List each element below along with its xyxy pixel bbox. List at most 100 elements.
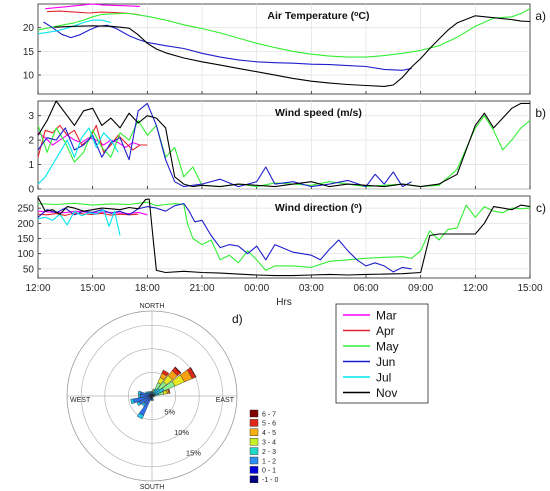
legend-box	[335, 303, 429, 404]
series-line-may	[37, 8, 531, 58]
sector-segment	[161, 369, 170, 377]
speed-swatch	[249, 447, 259, 455]
y-tick-label: 20	[23, 23, 35, 34]
sector-segment	[152, 388, 155, 391]
sector-segment	[138, 394, 141, 398]
legend-label: Jul	[376, 371, 391, 385]
x-tick-label: 15:00	[517, 283, 542, 294]
legend-label: Nov	[376, 386, 397, 400]
sector-segment	[152, 395, 155, 397]
speed-swatch	[249, 438, 259, 446]
x-tick-label: 12:00	[25, 283, 50, 294]
sector-segment	[167, 388, 171, 394]
y-tick-label: 0	[28, 185, 34, 196]
series-line-nov	[54, 15, 531, 87]
series-line-mar	[45, 3, 141, 10]
speed-swatch	[249, 466, 259, 474]
wind-sector	[151, 395, 155, 398]
legend-item: May	[343, 340, 399, 354]
series-line-jul	[37, 127, 119, 185]
panel-title: Air Temperature (oC)	[267, 10, 369, 22]
sector-segment	[152, 396, 155, 398]
x-tick-label: 21:00	[189, 283, 214, 294]
wind-sector	[141, 395, 153, 407]
legend-label: Apr	[376, 324, 395, 338]
wind-sector	[151, 388, 171, 397]
speed-label: 6 - 7	[262, 411, 276, 418]
sector-segment	[152, 398, 154, 401]
legend-item: Mar	[343, 309, 397, 323]
sector-segment	[137, 390, 142, 395]
x-tick-label: 15:00	[80, 283, 105, 294]
sector-segment	[174, 366, 182, 374]
y-tick-label: 100	[17, 249, 34, 260]
wind-sector	[137, 390, 153, 397]
wind-sector	[151, 369, 170, 397]
x-axis-label: Hrs	[276, 297, 292, 308]
y-tick-label: 150	[17, 234, 34, 245]
sector-segment	[136, 401, 141, 407]
sector-segment	[148, 390, 151, 394]
legend-label: May	[376, 340, 399, 354]
series-line-apr	[37, 212, 139, 216]
panel-title: Wind direction (o)	[275, 202, 362, 214]
sector-segment	[150, 391, 152, 394]
wind-sector	[130, 395, 153, 405]
sector-segment	[144, 391, 148, 394]
wind-sector	[151, 367, 197, 397]
x-tick-label: 12:00	[463, 283, 488, 294]
speed-swatch	[249, 428, 259, 436]
speed-swatch	[249, 475, 259, 483]
speed-swatch	[249, 409, 259, 418]
y-tick-label: 2	[28, 136, 34, 147]
x-tick-label: 06:00	[353, 283, 378, 294]
legend-item: Nov	[343, 386, 397, 400]
series-line-jul	[37, 209, 121, 236]
air-temperature-panel: 10 15 20 Air Temperature (oC) a)	[23, 3, 546, 95]
y-tick-label: 50	[23, 264, 35, 275]
series-line-jun	[43, 21, 412, 71]
west-label: WEST	[70, 397, 91, 404]
speed-label: 3 - 4	[262, 440, 276, 447]
wind-speed-panel: 0 1 2 3 Wind speed (m/s) b)	[28, 100, 546, 196]
legend-item: Jun	[343, 355, 395, 369]
sector-segment	[154, 395, 156, 397]
ring-label: 5%	[164, 407, 175, 416]
sector-segment	[190, 367, 197, 378]
panel-title: Wind speed (m/s)	[275, 107, 362, 119]
x-tick-label: 00:00	[244, 283, 269, 294]
legend-item: Jul	[343, 371, 391, 385]
legend-label: Mar	[376, 309, 397, 323]
south-label: SOUTH	[140, 484, 165, 491]
sector-segment	[141, 402, 146, 407]
wind-sector	[136, 395, 153, 420]
panel-label: c)	[536, 201, 546, 215]
y-tick-label: 15	[23, 47, 35, 58]
y-tick-label: 3	[28, 111, 34, 122]
panel-label: a)	[535, 9, 546, 23]
speed-label: -1 - 0	[262, 477, 278, 484]
north-label: NORTH	[140, 303, 165, 310]
speed-label: 4 - 5	[262, 430, 276, 437]
speed-label: 2 - 3	[262, 449, 276, 456]
y-tick-label: 200	[17, 219, 34, 230]
wind-direction-panel: 50 100 150 200 250 Wind direction (o) c) 12:00 1…	[17, 195, 546, 308]
x-tick-label: 18:00	[135, 283, 160, 294]
legend-item: Apr	[343, 324, 395, 338]
speed-swatch	[249, 419, 259, 427]
x-tick-label: 03:00	[299, 283, 324, 294]
ring-label: 10%	[174, 428, 189, 437]
speed-swatch	[249, 456, 259, 465]
speed-label: 0 - 1	[262, 468, 276, 475]
series-line-may	[37, 201, 531, 271]
sector-segment	[136, 412, 144, 420]
wind-sector	[150, 391, 153, 397]
panel-label: b)	[535, 106, 546, 120]
east-label: EAST	[216, 397, 235, 404]
series-line-jun	[37, 203, 412, 273]
sector-segment	[146, 390, 150, 394]
wind-rose: NORTH SOUTH EAST WEST 5% 10% 15% d) 6 - 7 5 - 6 4 …	[66, 303, 278, 491]
panel-label: d)	[232, 312, 243, 326]
